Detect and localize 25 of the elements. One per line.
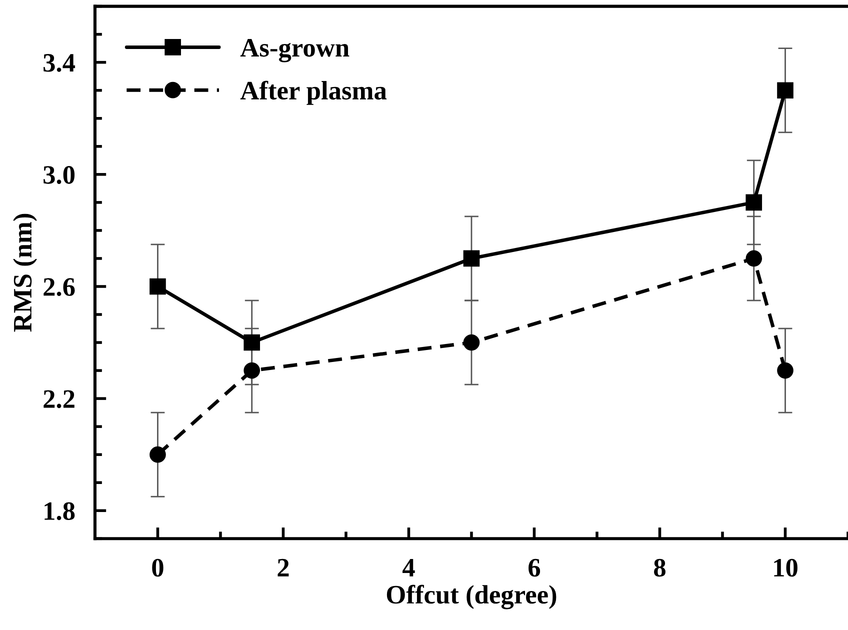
y-tick-label: 2.6 [44, 278, 75, 296]
y-tick-label: 3.0 [44, 166, 75, 184]
x-axis-title: Offcut (degree) [386, 584, 556, 610]
y-tick-label: 2.2 [44, 390, 74, 408]
point [150, 278, 166, 295]
y-tick-label: 3.4 [44, 54, 76, 72]
point [463, 250, 480, 267]
point [746, 250, 762, 267]
legend-label: After plasma [240, 80, 387, 105]
x-tick-label: 6 [528, 558, 540, 577]
y-axis-title: RMS (nm) [13, 214, 37, 332]
x-tick-label: 2 [278, 558, 289, 576]
y-tick-label: 1.8 [44, 502, 75, 520]
x-tick-label: 0 [152, 558, 164, 577]
point [777, 82, 794, 99]
legend-label: As-grown [240, 39, 350, 62]
point [463, 334, 480, 351]
x-tick-label: 8 [654, 558, 666, 577]
point [777, 362, 794, 379]
x-tick-label: 4 [402, 559, 415, 576]
point [746, 194, 762, 211]
point [244, 334, 260, 351]
point [150, 446, 166, 463]
x-tick-label: 10 [774, 558, 798, 577]
point [244, 362, 260, 379]
